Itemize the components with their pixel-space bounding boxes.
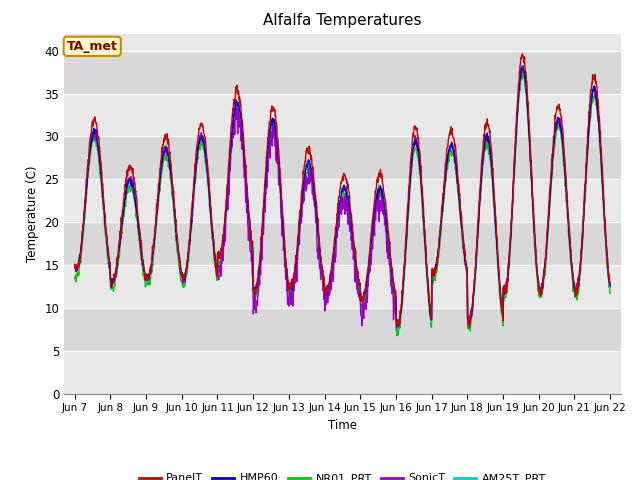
PanelT	[426, 293, 433, 299]
Bar	[64, 51, 621, 94]
AM25T_PRT	[426, 301, 433, 307]
AM25T_PRT	[177, 267, 184, 273]
PanelT	[190, 180, 198, 186]
AM25T_PRT	[606, 285, 614, 290]
HMP60	[190, 186, 198, 192]
Bar	[64, 136, 621, 180]
Line: SonicT: SonicT	[75, 66, 610, 328]
NR01_PRT	[71, 275, 79, 280]
PanelT	[606, 281, 614, 287]
AM25T_PRT	[71, 264, 79, 269]
SonicT	[426, 304, 433, 310]
PanelT	[518, 51, 526, 57]
Line: AM25T_PRT: AM25T_PRT	[75, 65, 610, 329]
PanelT	[543, 228, 551, 233]
AM25T_PRT	[190, 189, 198, 195]
PanelT	[177, 272, 184, 277]
Legend: PanelT, HMP60, NR01_PRT, SonicT, AM25T_PRT: PanelT, HMP60, NR01_PRT, SonicT, AM25T_P…	[134, 469, 550, 480]
Line: PanelT: PanelT	[75, 54, 610, 328]
AM25T_PRT	[518, 62, 525, 68]
HMP60	[250, 284, 257, 290]
NR01_PRT	[543, 241, 551, 247]
PanelT	[496, 280, 504, 286]
SonicT	[190, 187, 198, 192]
NR01_PRT	[393, 333, 401, 338]
NR01_PRT	[190, 195, 198, 201]
HMP60	[71, 262, 79, 268]
HMP60	[517, 66, 525, 72]
SonicT	[496, 279, 504, 285]
Bar	[64, 180, 621, 222]
HMP60	[543, 236, 551, 242]
SonicT	[520, 63, 527, 69]
Line: NR01_PRT: NR01_PRT	[75, 72, 610, 336]
PanelT	[466, 325, 474, 331]
SonicT	[393, 325, 401, 331]
SonicT	[177, 268, 184, 274]
Bar	[64, 222, 621, 265]
AM25T_PRT	[496, 282, 504, 288]
Text: TA_met: TA_met	[67, 40, 118, 53]
Bar	[64, 265, 621, 308]
HMP60	[606, 283, 614, 289]
HMP60	[496, 282, 504, 288]
Bar	[64, 308, 621, 351]
PanelT	[250, 288, 257, 294]
NR01_PRT	[606, 290, 614, 296]
AM25T_PRT	[250, 284, 257, 289]
AM25T_PRT	[394, 326, 401, 332]
PanelT	[71, 262, 79, 267]
Title: Alfalfa Temperatures: Alfalfa Temperatures	[263, 13, 422, 28]
HMP60	[426, 303, 433, 309]
Bar	[64, 351, 621, 394]
SonicT	[543, 236, 551, 242]
HMP60	[177, 265, 184, 271]
Bar	[64, 94, 621, 136]
Line: HMP60: HMP60	[75, 69, 610, 325]
SonicT	[606, 281, 614, 287]
X-axis label: Time: Time	[328, 419, 357, 432]
SonicT	[250, 302, 257, 308]
NR01_PRT	[177, 278, 184, 284]
AM25T_PRT	[543, 231, 551, 237]
HMP60	[394, 322, 401, 328]
NR01_PRT	[250, 296, 257, 302]
NR01_PRT	[496, 293, 504, 299]
NR01_PRT	[519, 69, 527, 75]
Y-axis label: Temperature (C): Temperature (C)	[26, 165, 38, 262]
NR01_PRT	[426, 312, 433, 317]
SonicT	[71, 263, 79, 269]
